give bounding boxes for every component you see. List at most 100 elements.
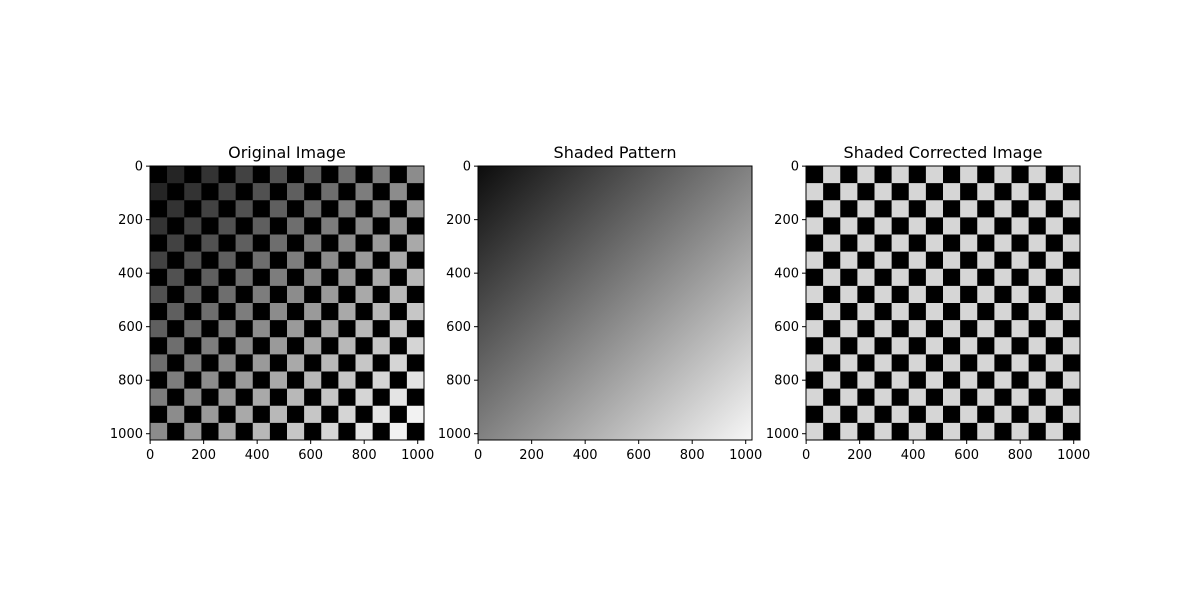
checker-square xyxy=(977,285,995,304)
checker-square xyxy=(304,320,322,338)
checker-square xyxy=(355,388,373,407)
checker-square xyxy=(943,217,961,235)
checker-square xyxy=(908,234,927,252)
y-tick-label: 1000 xyxy=(766,427,799,442)
checker-square xyxy=(304,251,322,270)
checker-square xyxy=(304,217,322,235)
checker-square xyxy=(287,234,305,252)
checker-square xyxy=(338,354,356,372)
checker-square xyxy=(874,337,892,355)
checker-square xyxy=(1028,183,1047,201)
checker-square xyxy=(235,251,254,270)
y-tick-label: 800 xyxy=(118,374,143,389)
y-tick-label: 600 xyxy=(118,320,143,335)
checker-square xyxy=(184,405,202,424)
checker-square xyxy=(908,285,927,304)
checker-square xyxy=(891,183,910,201)
checker-square xyxy=(874,183,892,201)
checker-square xyxy=(201,303,219,321)
checker-square xyxy=(184,166,202,184)
axes-frame-corrected xyxy=(805,165,1081,441)
checker-square xyxy=(977,251,995,270)
checker-square xyxy=(235,200,254,218)
checker-square xyxy=(1045,200,1064,218)
y-tick-label: 400 xyxy=(118,267,143,282)
y-tick-label: 200 xyxy=(446,213,471,228)
checker-square xyxy=(338,183,356,201)
checker-square xyxy=(406,166,424,184)
checker-square xyxy=(823,251,841,270)
checker-square xyxy=(269,285,288,304)
checker-square xyxy=(925,303,944,321)
checker-square xyxy=(235,285,254,304)
checker-square xyxy=(1045,183,1064,201)
checker-square xyxy=(406,337,424,355)
checker-square xyxy=(389,234,408,252)
checker-square xyxy=(304,388,322,407)
x-tick-label: 200 xyxy=(519,448,544,463)
checker-square xyxy=(150,320,168,338)
checker-square xyxy=(977,388,995,407)
checker-square xyxy=(269,354,288,372)
checker-square xyxy=(1045,337,1064,355)
checker-square xyxy=(943,354,961,372)
checker-square xyxy=(201,337,219,355)
checker-square xyxy=(874,251,892,270)
checker-square xyxy=(184,217,202,235)
checker-square xyxy=(943,200,961,218)
checker-square xyxy=(925,183,944,201)
checker-square xyxy=(338,388,356,407)
checker-square xyxy=(406,268,424,287)
checker-square xyxy=(857,371,875,389)
checker-square xyxy=(355,422,373,440)
x-tick-label: 200 xyxy=(191,448,216,463)
checker-square xyxy=(389,371,408,389)
checker-square xyxy=(1011,166,1029,184)
checker-square xyxy=(321,268,339,287)
checker-square xyxy=(372,303,391,321)
checker-square xyxy=(389,303,408,321)
checker-square xyxy=(857,354,875,372)
checker-square xyxy=(218,320,236,338)
checker-square xyxy=(184,285,202,304)
checker-square xyxy=(857,320,875,338)
checker-square xyxy=(321,371,339,389)
checker-square xyxy=(201,354,219,372)
checker-square xyxy=(857,183,875,201)
checker-square xyxy=(857,234,875,252)
checker-square xyxy=(977,183,995,201)
checker-square xyxy=(201,251,219,270)
checker-square xyxy=(891,320,910,338)
checker-square xyxy=(406,422,424,440)
checker-square xyxy=(1028,303,1047,321)
checker-square xyxy=(321,183,339,201)
checker-square xyxy=(1062,303,1080,321)
y-tick-label: 0 xyxy=(463,160,471,175)
checker-square xyxy=(372,371,391,389)
checker-square xyxy=(840,234,858,252)
checker-square xyxy=(874,285,892,304)
checker-square xyxy=(891,303,910,321)
checker-square xyxy=(218,405,236,424)
checker-square xyxy=(287,285,305,304)
checker-square xyxy=(218,285,236,304)
checker-square xyxy=(287,268,305,287)
checker-square xyxy=(372,268,391,287)
panel-title-corrected: Shaded Corrected Image xyxy=(844,143,1043,162)
checker-square xyxy=(891,371,910,389)
checker-square xyxy=(252,166,271,184)
checker-square xyxy=(943,285,961,304)
x-tick-label: 200 xyxy=(847,448,872,463)
checker-square xyxy=(150,183,168,201)
checker-square xyxy=(355,371,373,389)
shading-gradient xyxy=(478,166,752,440)
checker-square xyxy=(355,405,373,424)
checker-square xyxy=(1062,354,1080,372)
checker-square xyxy=(806,268,824,287)
checker-square xyxy=(321,354,339,372)
checker-square xyxy=(806,371,824,389)
checker-square xyxy=(908,388,927,407)
image-original xyxy=(150,166,424,440)
checker-square xyxy=(338,371,356,389)
checker-square xyxy=(338,268,356,287)
